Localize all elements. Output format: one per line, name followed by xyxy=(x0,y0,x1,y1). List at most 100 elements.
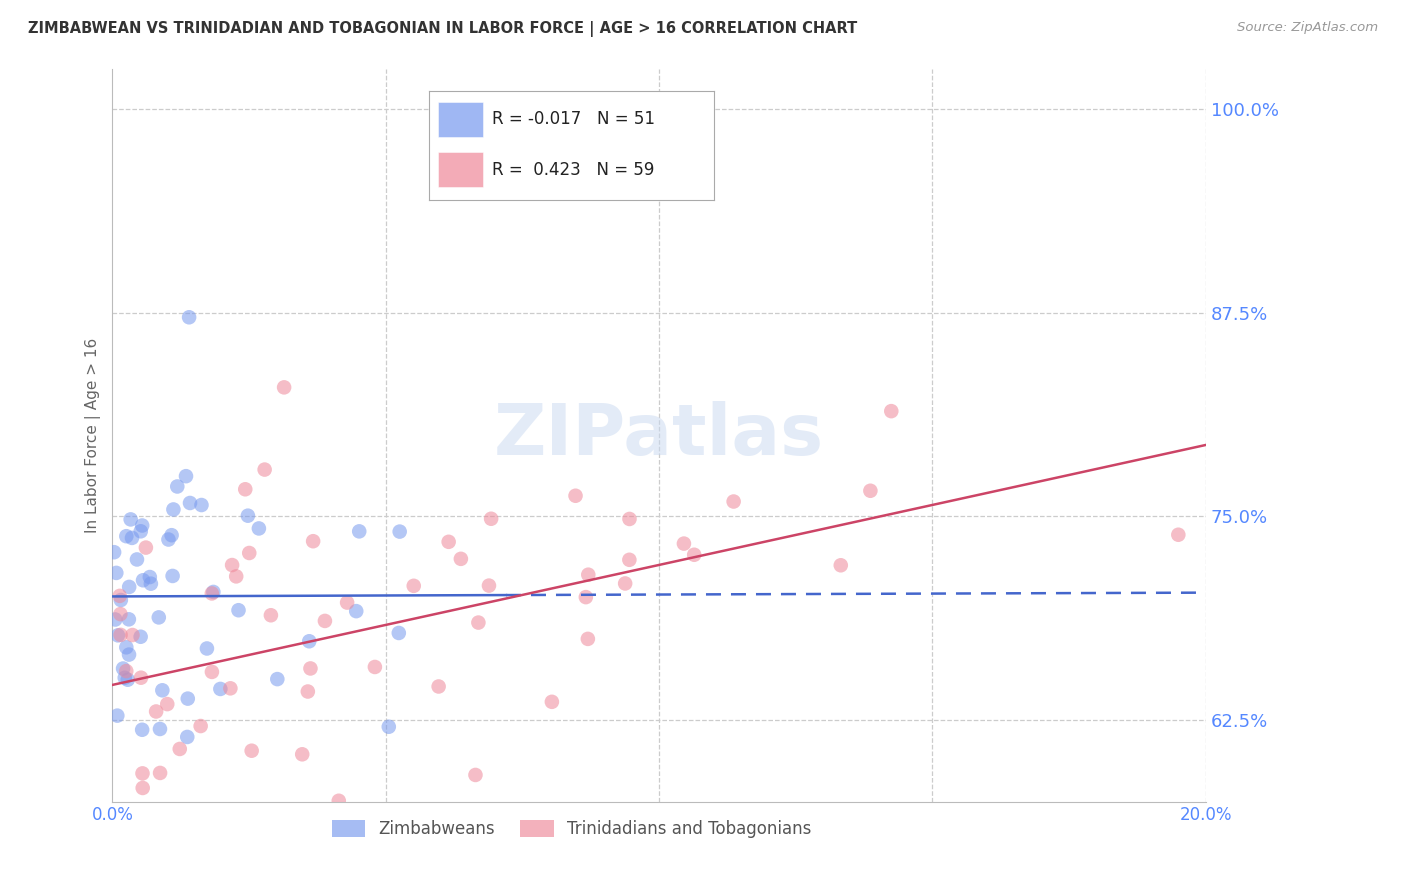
Point xyxy=(118,612,141,626)
Point xyxy=(388,524,411,539)
Point xyxy=(576,632,599,646)
Point xyxy=(564,489,586,503)
Point xyxy=(266,672,288,686)
Point xyxy=(464,768,486,782)
Y-axis label: In Labor Force | Age > 16: In Labor Force | Age > 16 xyxy=(86,337,101,533)
Point xyxy=(450,552,472,566)
Point xyxy=(260,608,283,623)
Point xyxy=(190,719,212,733)
Point xyxy=(174,469,197,483)
Point xyxy=(156,697,179,711)
Point xyxy=(131,780,153,795)
Point xyxy=(179,496,201,510)
Point xyxy=(201,665,224,679)
Point xyxy=(150,683,173,698)
Point xyxy=(120,512,142,526)
Point xyxy=(202,585,225,599)
Point xyxy=(117,673,139,687)
Point xyxy=(225,569,247,583)
Point xyxy=(115,664,138,678)
Point xyxy=(328,794,350,808)
Point xyxy=(302,534,325,549)
Point xyxy=(219,681,242,696)
Point xyxy=(121,628,143,642)
Point xyxy=(297,684,319,698)
Point xyxy=(614,576,637,591)
Point xyxy=(107,628,129,642)
Point xyxy=(478,579,501,593)
Point xyxy=(1167,527,1189,541)
Point xyxy=(672,536,695,550)
Point xyxy=(118,648,141,662)
Point xyxy=(145,705,167,719)
Point xyxy=(388,626,411,640)
Point xyxy=(233,483,256,497)
Point xyxy=(238,546,260,560)
Point xyxy=(619,553,641,567)
Point xyxy=(314,614,336,628)
Point xyxy=(378,720,401,734)
Point xyxy=(273,380,295,394)
Point xyxy=(253,462,276,476)
Point xyxy=(169,742,191,756)
Point xyxy=(236,835,259,849)
Point xyxy=(110,607,132,621)
Text: ZIPatlas: ZIPatlas xyxy=(494,401,824,469)
Point xyxy=(166,479,188,493)
Point xyxy=(344,604,367,618)
Point xyxy=(115,640,138,655)
Point xyxy=(364,660,387,674)
Point xyxy=(228,603,250,617)
Point xyxy=(162,569,184,583)
Point xyxy=(437,534,460,549)
Point xyxy=(467,615,489,630)
Point xyxy=(291,747,314,762)
Point xyxy=(149,722,172,736)
Point xyxy=(105,566,128,580)
Point xyxy=(723,494,745,508)
Point xyxy=(209,681,232,696)
Point xyxy=(347,524,370,539)
Point xyxy=(118,580,141,594)
Point xyxy=(190,498,212,512)
Point xyxy=(880,404,903,418)
Point xyxy=(139,570,162,584)
Point xyxy=(541,695,564,709)
Point xyxy=(121,531,143,545)
Point xyxy=(247,521,270,535)
Point xyxy=(160,528,183,542)
Point xyxy=(110,593,132,607)
Point xyxy=(131,766,153,780)
Point xyxy=(830,558,852,573)
Point xyxy=(104,613,127,627)
Point xyxy=(148,610,170,624)
Point xyxy=(859,483,882,498)
Point xyxy=(298,634,321,648)
Point xyxy=(157,533,180,547)
Point xyxy=(129,524,152,539)
Point xyxy=(101,835,124,849)
Point xyxy=(103,545,125,559)
Point xyxy=(105,708,128,723)
Point xyxy=(131,518,153,533)
Point xyxy=(575,590,598,604)
Point xyxy=(112,661,135,675)
Point xyxy=(162,502,184,516)
Point xyxy=(108,589,131,603)
Point xyxy=(201,586,224,600)
Point xyxy=(114,671,136,685)
Point xyxy=(177,691,200,706)
Point xyxy=(299,661,322,675)
Point xyxy=(240,744,263,758)
Point xyxy=(132,574,155,588)
Legend: Zimbabweans, Trinidadians and Tobagonians: Zimbabweans, Trinidadians and Tobagonian… xyxy=(325,813,818,845)
Text: ZIMBABWEAN VS TRINIDADIAN AND TOBAGONIAN IN LABOR FORCE | AGE > 16 CORRELATION C: ZIMBABWEAN VS TRINIDADIAN AND TOBAGONIAN… xyxy=(28,21,858,37)
Point xyxy=(149,766,172,780)
Point xyxy=(139,576,162,591)
Point xyxy=(291,805,314,819)
Point xyxy=(619,512,641,526)
Point xyxy=(402,579,425,593)
Point xyxy=(135,541,157,555)
Text: Source: ZipAtlas.com: Source: ZipAtlas.com xyxy=(1237,21,1378,34)
Point xyxy=(129,671,152,685)
